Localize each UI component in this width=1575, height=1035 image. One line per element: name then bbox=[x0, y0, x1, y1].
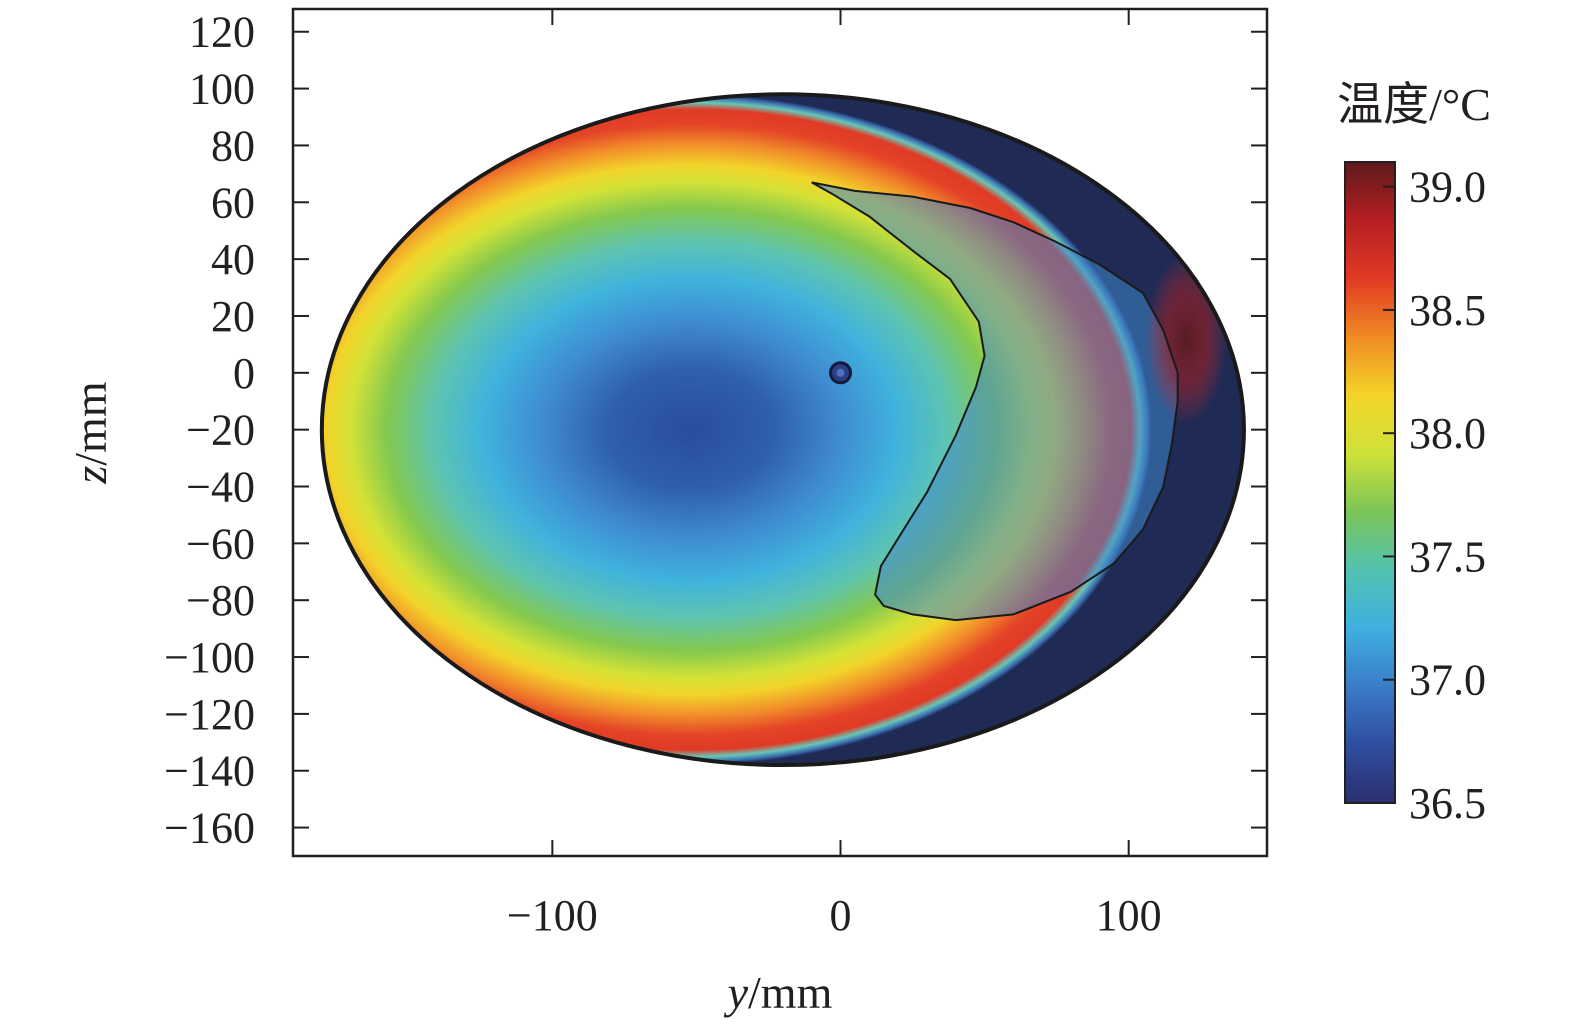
y-tick-label: 40 bbox=[211, 235, 255, 284]
cool-region-fill bbox=[811, 182, 1178, 621]
colorbar-tick-label: 38.5 bbox=[1409, 286, 1486, 335]
y-tick-label: −120 bbox=[164, 690, 255, 739]
colorbar-tick-label: 36.5 bbox=[1409, 779, 1486, 828]
y-tick-label: 120 bbox=[189, 8, 255, 57]
y-axis-ticks: 120 100 80 60 40 20 0 −20 −40 −60 −80 −100 −120 −140 −… bbox=[164, 8, 1267, 853]
y-tick-label: −20 bbox=[186, 406, 255, 455]
x-axis-var: y bbox=[724, 967, 749, 1018]
hotspot-region bbox=[1145, 253, 1227, 424]
x-tick-label: 100 bbox=[1096, 891, 1162, 940]
y-tick-label: −40 bbox=[186, 463, 255, 512]
y-tick-label: 20 bbox=[211, 292, 255, 341]
colorbar-title: 温度/°C bbox=[1337, 79, 1491, 130]
plot-frame bbox=[291, 7, 1269, 858]
y-tick-label: 100 bbox=[189, 65, 255, 114]
y-axis-var: z bbox=[65, 466, 116, 485]
y-axis-unit: /mm bbox=[65, 381, 116, 466]
colorbar: 温度/°C 39.0 38.5 38.0 37.5 37.0 36.5 bbox=[1337, 79, 1491, 828]
center-marker bbox=[829, 361, 853, 385]
colorbar-tick-label: 38.0 bbox=[1409, 409, 1486, 458]
x-axis-unit: /mm bbox=[748, 967, 833, 1018]
contour-line bbox=[811, 181, 1179, 622]
x-axis-title: y/mm bbox=[724, 967, 833, 1018]
y-tick-label: −60 bbox=[186, 519, 255, 568]
y-axis-title: z/mm bbox=[65, 381, 116, 484]
y-tick-label: 0 bbox=[233, 349, 255, 398]
temperature-field bbox=[321, 94, 1244, 766]
plot-area bbox=[319, 92, 1246, 768]
colorbar-tick-label: 39.0 bbox=[1409, 163, 1486, 212]
y-tick-label: 80 bbox=[211, 121, 255, 170]
y-tick-label: −100 bbox=[164, 633, 255, 682]
x-axis-ticks: −100 0 100 bbox=[507, 9, 1162, 940]
colorbar-tick-label: 37.5 bbox=[1409, 532, 1486, 581]
x-tick-label: −100 bbox=[507, 891, 598, 940]
y-tick-label: 60 bbox=[211, 178, 255, 227]
colorbar-ticks: 39.0 38.5 38.0 37.5 37.0 36.5 bbox=[1383, 163, 1486, 828]
colorbar-tick-label: 37.0 bbox=[1409, 656, 1486, 705]
cross-section-outline bbox=[319, 92, 1246, 768]
y-tick-label: −160 bbox=[164, 804, 255, 853]
x-tick-label: 0 bbox=[830, 891, 852, 940]
y-tick-label: −140 bbox=[164, 747, 255, 796]
center-marker-dot bbox=[836, 368, 845, 377]
y-tick-label: −80 bbox=[186, 576, 255, 625]
colorbar-scale bbox=[1344, 161, 1396, 804]
